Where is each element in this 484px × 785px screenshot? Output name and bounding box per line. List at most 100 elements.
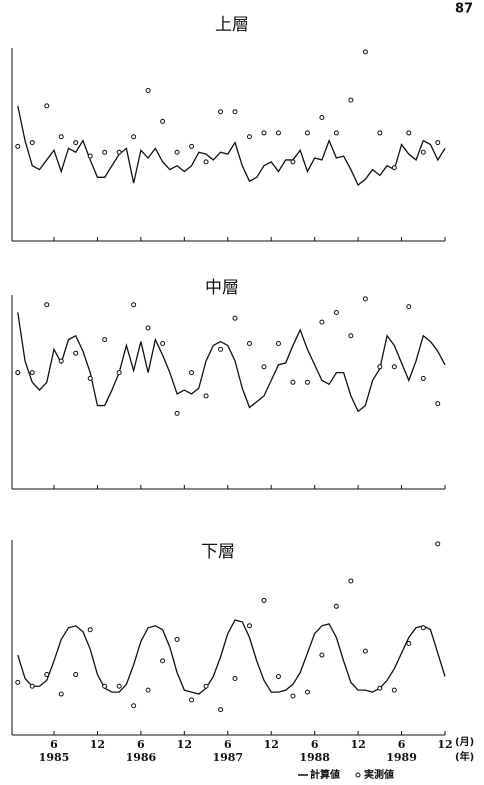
observed-point [420,375,426,381]
observed-point [174,149,180,155]
observed-point [102,149,108,155]
observed-point [275,674,281,679]
x-tick-label: 6 [398,738,406,751]
observed-point [145,325,151,331]
x-tick-label: 6 [137,738,145,751]
observed-point [44,302,50,308]
observed-point [290,159,296,165]
observed-point [87,627,93,633]
observed-point [116,683,122,689]
observed-point [391,687,397,693]
observed-point [131,302,137,308]
year-label: 1986 [126,751,157,764]
observed-point [174,410,180,416]
observed-point [73,672,79,678]
observed-point [362,648,368,654]
x-tick-label: 6 [50,738,58,751]
observed-point [319,319,325,325]
observed-point [131,134,137,140]
observed-point [348,333,354,339]
observed-point [174,636,180,642]
chart-title: 中層 [205,278,239,298]
observed-point [333,603,339,609]
observed-point [160,658,166,664]
observed-point [73,140,79,146]
observed-point [29,140,35,146]
observed-point [406,304,412,310]
legend-label: 実測値 [364,768,394,781]
observed-point [232,675,238,681]
x-tick-label: 12 [177,738,192,751]
observed-point [420,149,426,155]
observed-point [15,143,21,149]
observed-point [218,109,224,115]
observed-point [15,679,21,685]
observed-point [304,379,310,385]
x-axis-unit: (月) [455,736,474,748]
observed-point [333,130,339,136]
x-tick-label: 12 [264,738,279,751]
observed-point [203,683,209,689]
page-number: 87 [455,2,473,17]
observed-point [73,350,79,356]
observed-point [160,118,166,124]
calc-line [17,312,446,413]
observed-point [333,309,339,315]
observed-point [261,130,267,136]
observed-point [261,364,267,370]
observed-point [15,370,21,376]
observed-point [362,49,368,55]
observed-point [189,370,195,376]
calc-line [17,619,446,695]
observed-point [290,379,296,385]
x-axis-unit: (年) [455,750,474,763]
observed-point [290,693,296,699]
observed-point [102,337,108,343]
observed-point [58,691,64,697]
observed-point [203,393,209,399]
x-tick-label: 6 [311,738,319,751]
observed-point [275,341,281,346]
observed-point [435,140,441,146]
observed-point [218,346,224,352]
year-label: 1989 [386,751,417,764]
observed-point [58,358,64,364]
year-label: 1988 [299,751,330,764]
observed-point [58,134,64,140]
observed-point [189,697,195,703]
legend-label: 計算値 [310,768,340,781]
observed-point [232,315,238,321]
year-label: 1985 [39,751,70,764]
observed-point [348,97,354,103]
observed-point [304,130,310,136]
legend-marker [355,772,361,778]
observed-point [87,153,93,159]
observed-point [29,683,35,689]
observed-point [246,341,252,346]
observed-point [189,143,195,149]
observed-point [406,130,412,136]
observed-point [218,707,224,713]
observed-point [406,640,412,646]
year-label: 1987 [212,751,243,764]
observed-point [145,87,151,93]
observed-point [116,149,122,155]
observed-point [44,672,50,678]
observed-point [131,703,137,709]
observed-point [319,114,325,120]
observed-point [102,683,108,689]
observed-point [319,652,325,658]
chart-title: 上層 [215,15,249,35]
observed-point [87,375,93,381]
observed-point [391,364,397,370]
observed-point [44,103,50,109]
observed-point [348,578,354,584]
observed-point [160,341,166,346]
observed-point [377,364,383,370]
observed-point [145,687,151,693]
observed-point [246,623,252,629]
x-tick-label: 12 [350,738,365,751]
observed-point [29,370,35,376]
observed-point [203,159,209,165]
observed-point [116,370,122,376]
